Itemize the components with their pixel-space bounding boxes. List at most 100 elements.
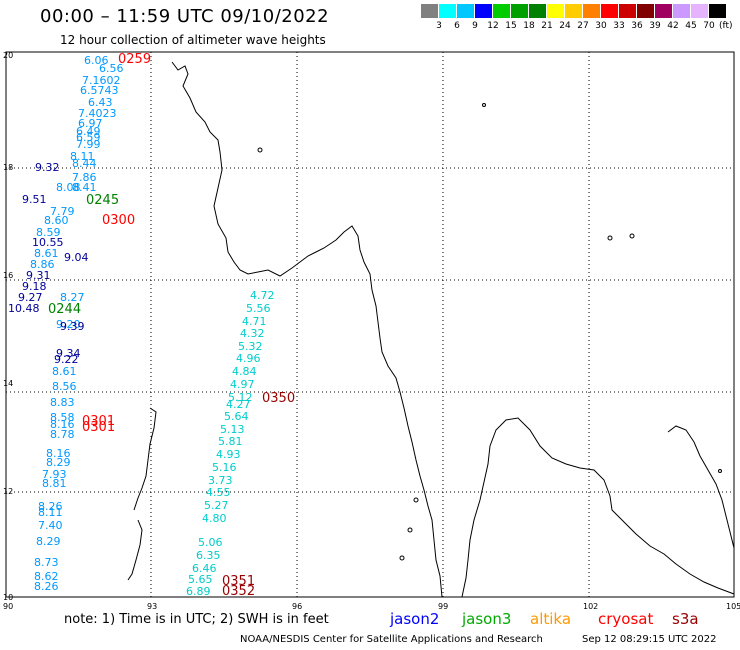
swh-value: 8.58 [50,411,75,424]
page-subtitle: 12 hour collection of altimeter wave hei… [60,33,326,47]
color-scale [421,4,727,18]
color-scale-label: 15 [505,21,517,31]
color-scale-unit: (ft) [719,21,733,31]
swh-value: 7.40 [38,519,63,532]
swh-value: 7.99 [76,138,101,151]
swh-value: 5.13 [220,423,245,436]
time-label: 0351 [222,574,255,589]
grid-lines [6,52,734,597]
swh-value: 8.61 [34,247,59,260]
swh-value: 4.80 [202,512,227,525]
swh-value: 9.32 [35,161,60,174]
color-swatch [637,4,655,18]
swh-value: 8.26 [34,580,59,593]
swh-value: 9.31 [26,269,51,282]
credit-line: NOAA/NESDIS Center for Satellite Applica… [240,634,543,645]
color-swatch [601,4,619,18]
swh-value: 7.93 [42,468,67,481]
color-scale-label: 39 [649,21,661,31]
swh-value: 9.27 [18,291,43,304]
mission-label: cryosat [598,610,654,628]
swh-value: 8.08 [56,181,81,194]
swh-value: 8.44 [72,157,97,170]
credit-timestamp: Sep 12 08:29:15 UTC 2022 [582,634,717,645]
color-scale-label: 70 [703,21,715,31]
color-swatch [655,4,673,18]
swh-value: 8.27 [60,291,85,304]
lat-label: 14 [3,379,13,388]
swh-value: 8.86 [30,258,55,271]
color-scale-label: 24 [559,21,571,31]
swh-value: 6.89 [186,585,211,598]
time-label: 0301 [82,420,115,435]
swh-value: 8.26 [38,500,63,513]
lon-label: 105 [726,602,740,611]
track-labels: 6.066.567.16026.57436.437.40236.976.496.… [8,54,275,598]
time-label: 0350 [262,391,295,406]
swh-value: 7.4023 [78,107,117,120]
footer-note: note: 1) Time is in UTC; 2) SWH is in fe… [64,612,329,627]
color-scale-label: 21 [541,21,553,31]
swh-value: 4.84 [232,365,257,378]
swh-value: 8.83 [50,396,75,409]
swh-value: 6.56 [99,62,124,75]
color-scale-label: 27 [577,21,589,31]
swh-value: 8.11 [38,506,63,519]
small-islands [257,103,722,561]
color-scale-label: 3 [436,21,442,31]
time-label: 0259 [118,52,151,67]
swh-value: 6.43 [88,96,113,109]
mission-label: jason3 [462,610,512,628]
swh-value: 8.61 [52,365,77,378]
lat-label: 10 [3,593,13,602]
swh-value: 5.12 [228,391,253,404]
time-label: 0301 [82,414,115,429]
swh-value: 6.46 [192,562,217,575]
time-label: 0245 [86,193,119,208]
color-swatch [691,4,709,18]
swh-value: 5.65 [188,573,213,586]
color-scale-label: 12 [487,21,499,31]
swh-value: 8.56 [52,380,77,393]
swh-value: 6.49 [76,125,101,138]
color-swatch [511,4,529,18]
color-scale-label: 30 [595,21,607,31]
coastline-gulf [461,417,735,598]
color-scale-label: 18 [523,21,535,31]
swh-value: 5.81 [218,435,243,448]
swh-value: 6.59 [76,131,101,144]
swh-value: 9.20 [56,318,81,331]
color-swatch [547,4,565,18]
lon-label: 99 [438,602,448,611]
swh-value: 8.29 [36,535,61,548]
swh-value: 5.06 [198,536,223,549]
swh-value: 8.73 [34,556,59,569]
swh-value: 7.86 [72,171,97,184]
swh-value: 8.60 [44,214,69,227]
swh-value: 4.27 [226,398,251,411]
color-swatch [529,4,547,18]
swh-value: 6.97 [78,117,103,130]
color-swatch [493,4,511,18]
coastline-vietnam [667,425,735,549]
swh-value: 9.22 [54,353,79,366]
swh-value: 6.35 [196,549,221,562]
swh-value: 5.56 [246,302,271,315]
swh-value: 8.29 [46,456,71,469]
swh-value: 8.41 [72,181,97,194]
color-swatch [421,4,439,18]
color-scale-label: 9 [472,21,478,31]
color-scale-label: 33 [613,21,625,31]
swh-value: 7.1602 [82,74,121,87]
time-label: 0300 [102,213,135,228]
swh-value: 4.32 [240,327,265,340]
swh-value: 6.5743 [80,84,119,97]
swh-value: 8.59 [36,226,61,239]
swh-value: 9.51 [22,193,47,206]
color-scale-label: 45 [685,21,697,31]
color-swatch [475,4,493,18]
time-label: 0352 [222,584,255,599]
swh-value: 8.16 [50,418,75,431]
lat-label: 20 [3,51,13,60]
